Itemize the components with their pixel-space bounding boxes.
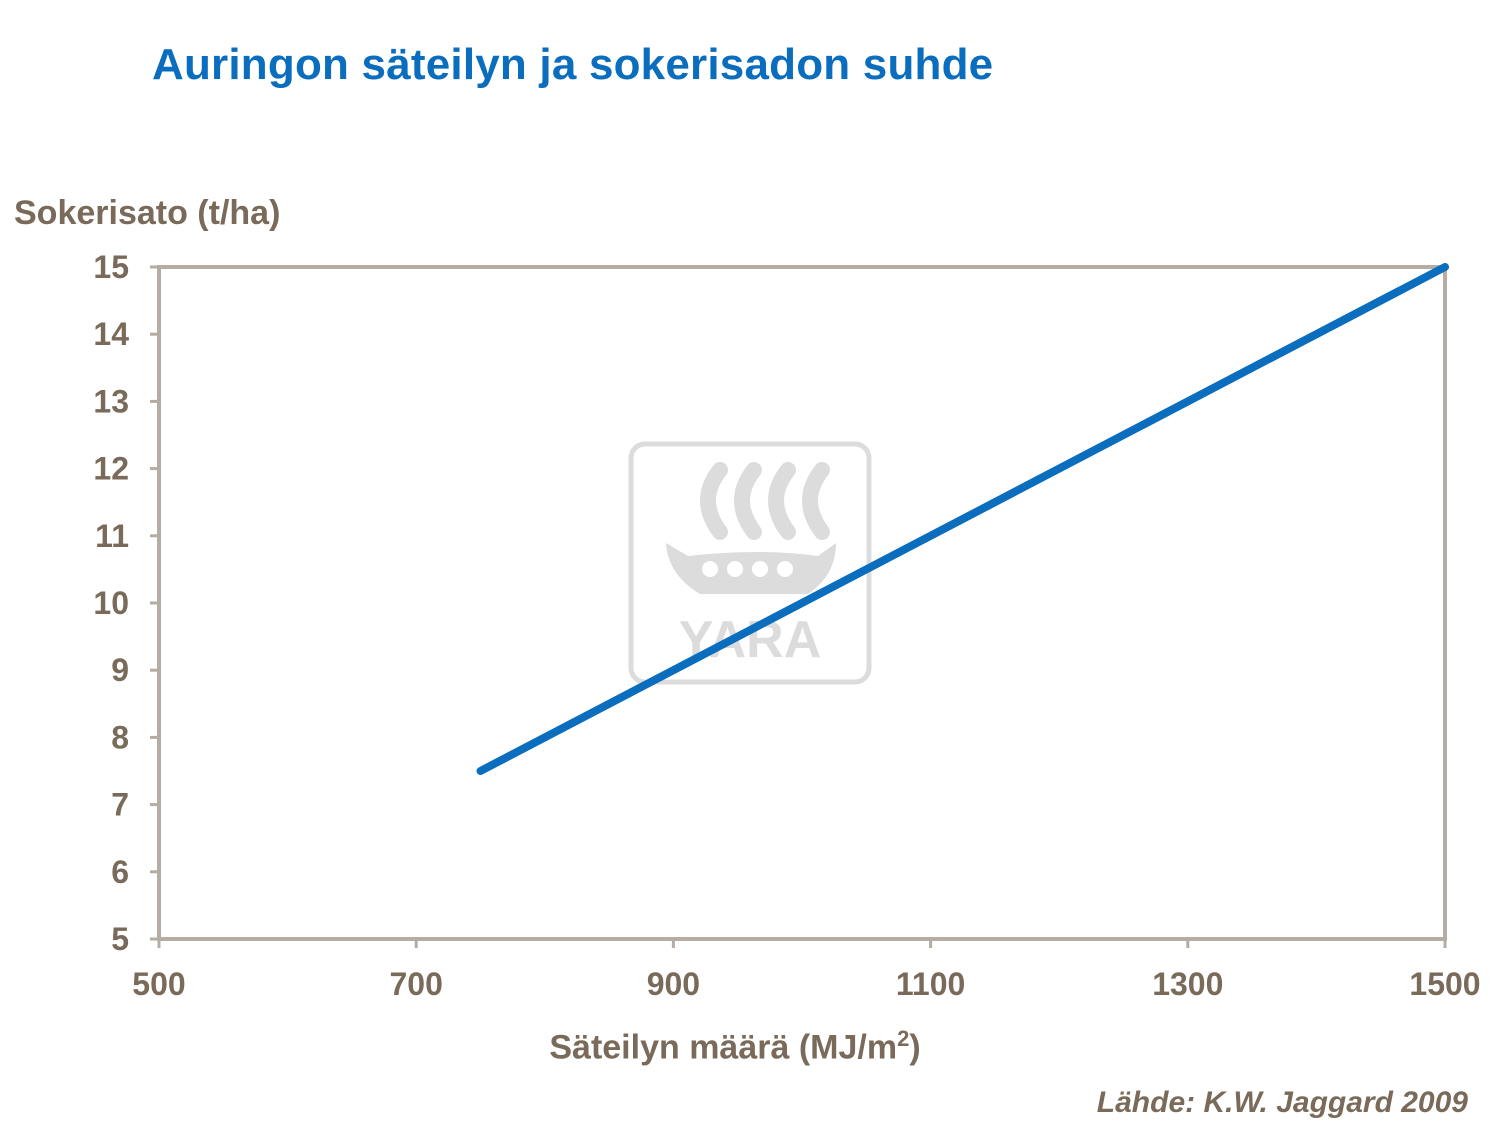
- chart-title: Auringon säteilyn ja sokerisadon suhde: [152, 40, 994, 89]
- source-note: Lähde: K.W. Jaggard 2009: [1096, 1086, 1468, 1119]
- series-line: [476, 263, 1449, 775]
- watermark-waves-icon: [700, 462, 830, 540]
- watermark-ship-icon: [666, 543, 836, 594]
- series-layer: [476, 263, 1449, 775]
- y-tick-label: 5: [111, 921, 129, 957]
- y-tick-label: 11: [95, 518, 129, 554]
- y-tick-label: 8: [111, 719, 129, 755]
- x-tick-label: 1100: [896, 966, 965, 1002]
- x-tick-label: 1500: [1409, 966, 1480, 1002]
- y-tick-label: 15: [93, 249, 129, 285]
- yara-logo-watermark: YARA: [628, 441, 872, 685]
- x-tick-label: 900: [647, 966, 700, 1002]
- y-tick-label: 7: [111, 787, 129, 823]
- x-axis-label-end: ): [909, 1028, 921, 1067]
- watermark-frame: [628, 441, 872, 685]
- y-tick-label: 12: [93, 451, 129, 487]
- y-tick-label: 6: [111, 854, 129, 890]
- x-axis-ticks: 500 700 900 1100 1300 1500: [132, 939, 1481, 1002]
- watermark-shields-icon: [702, 561, 793, 577]
- y-tick-label: 9: [111, 652, 129, 688]
- y-tick-label: 14: [93, 316, 129, 352]
- x-tick-label: 1300: [1152, 966, 1223, 1002]
- x-axis-label-main: Säteilyn määrä (MJ/m: [549, 1028, 898, 1067]
- x-tick-label: 500: [132, 966, 185, 1002]
- x-tick-label: 700: [390, 966, 443, 1002]
- y-axis-label: Sokerisato (t/ha): [14, 194, 281, 232]
- y-axis-ticks: 5 6 7 8 9 10 11 12 13 14 15: [93, 249, 159, 957]
- y-tick-label: 10: [93, 585, 129, 621]
- x-axis-label-sup: 2: [897, 1026, 910, 1051]
- y-tick-label: 13: [93, 383, 129, 419]
- x-axis-label: Säteilyn määrä (MJ/m2): [0, 1026, 1470, 1067]
